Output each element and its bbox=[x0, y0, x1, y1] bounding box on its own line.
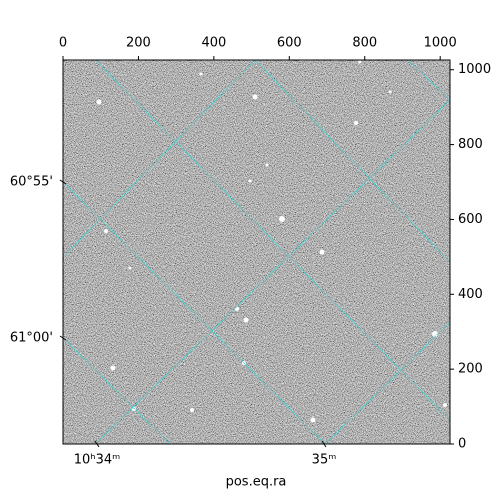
top-tick-label: 0 bbox=[59, 36, 67, 51]
axes-frame bbox=[62, 59, 451, 445]
right-tick-label: 200 bbox=[458, 362, 483, 377]
x-axis-label: pos.eq.ra bbox=[226, 475, 287, 490]
top-tick-label: 800 bbox=[352, 36, 377, 51]
world-y-tick-label: 60°55' bbox=[10, 175, 53, 190]
right-tick-label: 600 bbox=[458, 212, 483, 227]
right-tick-label: 400 bbox=[458, 287, 483, 302]
world-x-tick bbox=[94, 440, 100, 448]
top-tick-label: 600 bbox=[277, 36, 302, 51]
right-tick-label: 800 bbox=[458, 137, 483, 152]
world-y-tick bbox=[59, 335, 67, 341]
coordinate-grid bbox=[63, 60, 450, 444]
world-y-tick-label: 61°00' bbox=[10, 331, 53, 346]
world-y-tick bbox=[59, 179, 67, 185]
world-x-tick-label: 10ʰ34ᵐ bbox=[74, 453, 120, 468]
top-tick-label: 400 bbox=[201, 36, 226, 51]
world-x-tick bbox=[321, 440, 327, 448]
sky-image bbox=[63, 60, 450, 444]
world-x-tick-label: 35ᵐ bbox=[312, 453, 337, 468]
top-tick-label: 200 bbox=[126, 36, 151, 51]
right-tick-label: 1000 bbox=[458, 62, 491, 77]
right-tick-label: 0 bbox=[458, 437, 466, 452]
top-tick-label: 1000 bbox=[424, 36, 457, 51]
